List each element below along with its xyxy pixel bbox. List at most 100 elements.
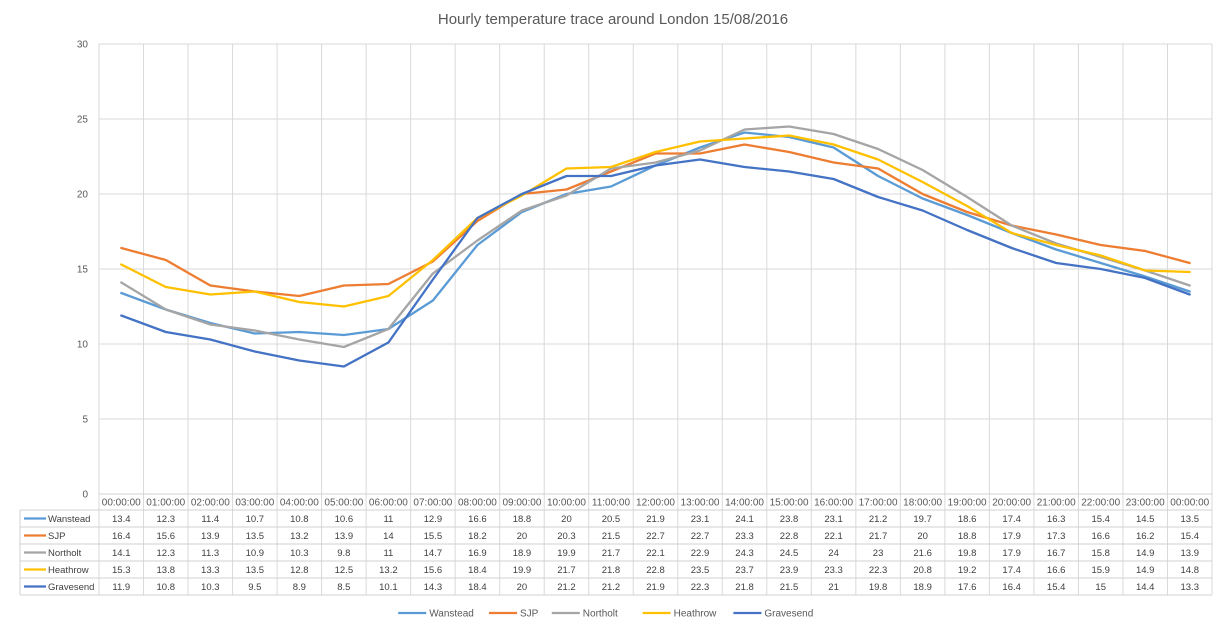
x-tick-label: 19:00:00	[948, 498, 987, 509]
table-cell: 11.4	[201, 514, 219, 525]
x-tick-label: 17:00:00	[859, 498, 898, 509]
table-cell: 17.4	[1002, 514, 1021, 525]
y-tick-label: 20	[77, 190, 89, 201]
table-cell: 13.9	[1180, 548, 1199, 559]
table-cell: 20	[917, 531, 928, 542]
table-cell: 18.6	[958, 514, 977, 525]
table-cell: 18.9	[513, 548, 532, 559]
table-cell: 22.8	[646, 565, 665, 576]
table-cell: 16.7	[1047, 548, 1066, 559]
table-cell: 11.3	[201, 548, 219, 559]
table-row-label: Gravesend	[48, 582, 94, 593]
series-line-northolt	[120, 125, 1191, 349]
table-cell: 13.9	[201, 531, 220, 542]
x-tick-label: 10:00:00	[547, 498, 586, 509]
table-cell: 14	[383, 531, 394, 542]
x-tick-label: 14:00:00	[725, 498, 764, 509]
table-cell: 9.5	[248, 582, 261, 593]
table-cell: 23.1	[824, 514, 843, 525]
table-cell: 18.9	[913, 582, 932, 593]
series-line-sjp	[120, 143, 1191, 298]
table-cell: 13.5	[246, 565, 265, 576]
table-cell: 15.6	[424, 565, 443, 576]
table-row-label: Heathrow	[48, 565, 89, 576]
table-cell: 15.4	[1091, 514, 1110, 525]
table-cell: 22.7	[646, 531, 665, 542]
table-cell: 21.9	[646, 514, 665, 525]
table-cell: 18.2	[468, 531, 487, 542]
table-cell: 11	[383, 548, 393, 559]
table-cell: 22.3	[691, 582, 710, 593]
table-cell: 10.8	[157, 582, 176, 593]
table-cell: 10.8	[290, 514, 309, 525]
table-cell: 10.6	[335, 514, 354, 525]
table-cell: 21.7	[602, 548, 621, 559]
table-row-label: Northolt	[48, 548, 82, 559]
y-tick-label: 10	[77, 340, 89, 351]
table-cell: 19.9	[513, 565, 532, 576]
table-cell: 20.5	[602, 514, 621, 525]
table-cell: 23.7	[735, 565, 754, 576]
x-tick-label: 15:00:00	[770, 498, 809, 509]
table-cell: 8.5	[337, 582, 350, 593]
table-cell: 11.9	[112, 582, 130, 593]
series-line-gravesend	[120, 158, 1191, 368]
table-cell: 21.6	[913, 548, 932, 559]
table-cell: 16.9	[468, 548, 487, 559]
table-cell: 10.9	[246, 548, 265, 559]
table-cell: 24	[828, 548, 839, 559]
table-cell: 22.7	[691, 531, 710, 542]
table-cell: 23.1	[691, 514, 710, 525]
table-cell: 20	[517, 531, 528, 542]
x-tick-label: 13:00:00	[681, 498, 720, 509]
table-cell: 14.4	[1136, 582, 1155, 593]
y-axis-ticks: 0 5 10 15 20 25 30	[77, 40, 89, 501]
table-cell: 14.5	[1136, 514, 1155, 525]
table-cell: 21.2	[602, 582, 621, 593]
table-cell: 22.9	[691, 548, 710, 559]
table-cell: 18.8	[958, 531, 977, 542]
table-cell: 22.1	[646, 548, 665, 559]
chart-title: Hourly temperature trace around London 1…	[438, 11, 788, 28]
x-tick-label: 00:00:00	[1170, 498, 1209, 509]
table-cell: 13.3	[1180, 582, 1199, 593]
table-cell: 10.7	[246, 514, 265, 525]
x-tick-label: 01:00:00	[146, 498, 185, 509]
table-cell: 13.4	[112, 514, 131, 525]
table-cell: 15.5	[424, 531, 443, 542]
table-cell: 16.6	[1047, 565, 1066, 576]
x-tick-label: 03:00:00	[235, 498, 274, 509]
legend-label: Heathrow	[674, 609, 718, 620]
table-cell: 19.9	[557, 548, 576, 559]
table-cell: 21.9	[646, 582, 665, 593]
table-cell: 14.7	[424, 548, 443, 559]
data-table: 00:00:00 01:00:00 02:00:00 03:00:00 04:00:00…	[19, 493, 1212, 596]
table-cell: 16.3	[1047, 514, 1066, 525]
legend-label: Gravesend	[764, 609, 813, 620]
table-cell: 20.3	[557, 531, 576, 542]
table-cell: 19.7	[913, 514, 932, 525]
table-cell: 13.3	[201, 565, 220, 576]
table-cell: 12.5	[335, 565, 354, 576]
table-cell: 22.8	[780, 531, 799, 542]
legend-label: Wanstead	[429, 609, 474, 620]
x-tick-label: 16:00:00	[814, 498, 853, 509]
table-cell: 10.1	[379, 582, 398, 593]
table-cell: 23.3	[824, 565, 843, 576]
table-cell: 13.9	[335, 531, 354, 542]
x-tick-label: 02:00:00	[191, 498, 230, 509]
y-tick-label: 0	[82, 490, 88, 501]
table-cell: 16.6	[1091, 531, 1110, 542]
x-tick-label: 00:00:00	[102, 498, 141, 509]
x-tick-label: 11:00:00	[592, 498, 631, 509]
table-row-label: SJP	[48, 531, 65, 542]
x-tick-label: 22:00:00	[1081, 498, 1120, 509]
table-cell: 22.3	[869, 565, 888, 576]
table-cell: 15	[1095, 582, 1106, 593]
table-cell: 15.8	[1091, 548, 1110, 559]
table-cell: 23.3	[735, 531, 754, 542]
table-cell: 18.4	[468, 565, 487, 576]
table-cell: 20	[561, 514, 572, 525]
y-tick-label: 5	[82, 415, 88, 426]
table-cell: 20.8	[913, 565, 932, 576]
